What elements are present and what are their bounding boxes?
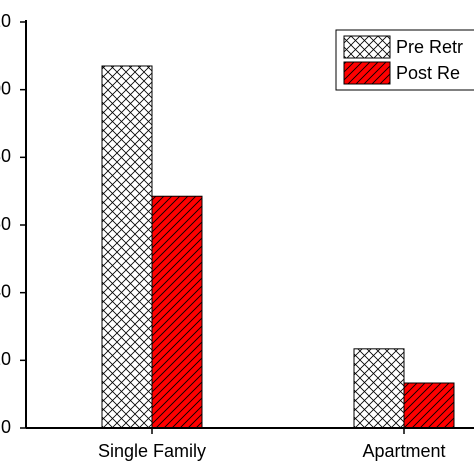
legend-swatch-hatch <box>343 61 391 85</box>
legend-swatch-hatch <box>343 35 391 59</box>
y-tick-label: 40 <box>0 281 11 301</box>
y-tick-label: 60 <box>0 214 11 234</box>
bar-hatch <box>101 65 153 429</box>
bar-hatch <box>403 382 455 429</box>
legend-label: Pre Retr <box>396 37 463 57</box>
x-tick-label: Apartment <box>362 441 445 461</box>
y-tick-label: 0 <box>1 417 11 437</box>
y-tick-label: 80 <box>0 146 11 166</box>
y-tick-label: 120 <box>0 11 11 31</box>
x-tick-label: Single Family <box>98 441 206 461</box>
y-tick-label: 20 <box>0 349 11 369</box>
bar-hatch <box>353 348 405 429</box>
bar-hatch <box>151 195 203 429</box>
legend-label: Post Re <box>396 63 460 83</box>
y-tick-label: 100 <box>0 78 11 98</box>
